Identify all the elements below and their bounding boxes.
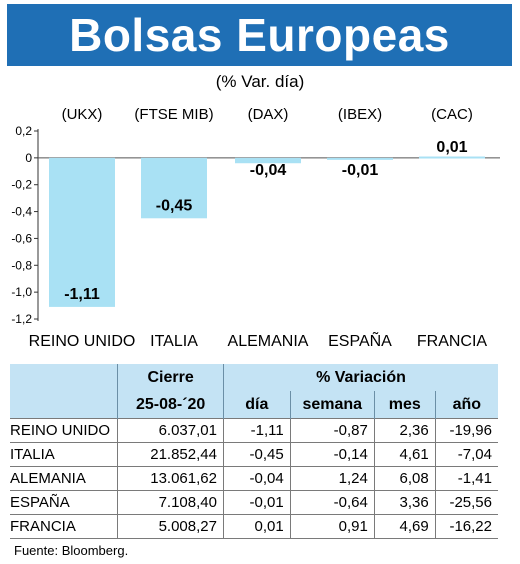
- y-tick-label: -0,4: [11, 205, 32, 219]
- data-label: -0,45: [156, 197, 193, 214]
- index-label: (DAX): [248, 106, 289, 123]
- row-semana: 0,91: [289, 514, 375, 539]
- chart-title: Bolsas Europeas: [69, 9, 450, 61]
- row-semana: -0,64: [289, 490, 375, 515]
- row-name: REINO UNIDO: [10, 418, 118, 443]
- category-label: FRANCIA: [417, 333, 488, 350]
- category-label: REINO UNIDO: [29, 333, 136, 350]
- y-tick-label: -1,0: [11, 285, 32, 299]
- row-dia: -0,01: [222, 490, 291, 515]
- index-label: (CAC): [431, 106, 473, 123]
- row-dia: -0,04: [222, 466, 291, 491]
- header-ano: año: [434, 391, 498, 419]
- row-ano: -16,22: [434, 514, 498, 539]
- data-label: 0,01: [436, 139, 467, 156]
- header-date: 25-08-´20: [117, 391, 224, 419]
- row-name: ALEMANIA: [10, 466, 118, 491]
- title-banner: Bolsas Europeas: [7, 4, 512, 66]
- row-name: ITALIA: [10, 442, 118, 467]
- data-label: -0,01: [342, 162, 379, 179]
- row-cierre: 13.061,62: [117, 466, 224, 491]
- stock-table: Cierre % Variación 25-08-´20 día semana …: [10, 364, 498, 539]
- row-cierre: 5.008,27: [117, 514, 224, 539]
- row-ano: -1,41: [434, 466, 498, 491]
- row-semana: -0,87: [289, 418, 375, 443]
- y-tick-label: -0,6: [11, 231, 32, 245]
- category-label: ALEMANIA: [228, 333, 309, 350]
- row-name: FRANCIA: [10, 514, 118, 539]
- row-ano: -7,04: [434, 442, 498, 467]
- row-name: ESPAÑA: [10, 490, 118, 515]
- row-mes: 4,69: [373, 514, 436, 539]
- category-label: ESPAÑA: [328, 330, 392, 350]
- index-label: (IBEX): [338, 106, 382, 123]
- category-label: ITALIA: [150, 333, 198, 350]
- chart-subtitle: (% Var. día): [215, 72, 305, 91]
- row-cierre: 21.852,44: [117, 442, 224, 467]
- header-blank: [10, 364, 118, 391]
- row-semana: -0,14: [289, 442, 375, 467]
- header-dia: día: [222, 391, 291, 419]
- bar-chart: 0,2 0 -0,2 -0,4 -0,6 -0,8 -1,0 -1,2 (UKX) -1,11 RE…: [11, 106, 500, 350]
- row-cierre: 6.037,01: [117, 418, 224, 443]
- bar: [419, 156, 485, 159]
- row-mes: 2,36: [373, 418, 436, 443]
- row-mes: 4,61: [373, 442, 436, 467]
- header-variacion: % Variación: [222, 364, 498, 391]
- table-row: ESPAÑA 7.108,40 -0,01 -0,64 3,36 -25,56: [10, 490, 498, 515]
- bar: [141, 157, 207, 219]
- index-label: (FTSE MIB): [134, 106, 213, 123]
- bar: [235, 157, 301, 164]
- row-dia: -0,45: [222, 442, 291, 467]
- data-label: -1,11: [64, 286, 100, 303]
- source-note: Fuente: Bloomberg.: [14, 543, 129, 558]
- bar: [49, 157, 115, 307]
- header-mes: mes: [373, 391, 436, 419]
- y-tick-label: -0,2: [11, 178, 32, 192]
- table-row: FRANCIA 5.008,27 0,01 0,91 4,69 -16,22: [10, 514, 498, 539]
- row-mes: 6,08: [373, 466, 436, 491]
- header-cierre: Cierre: [117, 364, 224, 391]
- row-dia: -1,11: [222, 418, 291, 443]
- y-tick-label: 0,2: [15, 124, 32, 138]
- y-tick-label: -0,8: [11, 258, 32, 272]
- row-mes: 3,36: [373, 490, 436, 515]
- table-row: ITALIA 21.852,44 -0,45 -0,14 4,61 -7,04: [10, 442, 498, 467]
- row-semana: 1,24: [289, 466, 375, 491]
- table-row: REINO UNIDO 6.037,01 -1,11 -0,87 2,36 -1…: [10, 418, 498, 443]
- y-tick-label: 0: [25, 151, 32, 165]
- index-label: (UKX): [62, 106, 103, 123]
- bar: [327, 157, 393, 160]
- row-cierre: 7.108,40: [117, 490, 224, 515]
- y-tick-label: -1,2: [11, 312, 32, 326]
- row-ano: -25,56: [434, 490, 498, 515]
- header-semana: semana: [289, 391, 375, 419]
- stock-table-container: Cierre % Variación 25-08-´20 día semana …: [10, 364, 498, 539]
- row-ano: -19,96: [434, 418, 498, 443]
- header-blank-2: [10, 391, 118, 419]
- row-dia: 0,01: [222, 514, 291, 539]
- table-row: ALEMANIA 13.061,62 -0,04 1,24 6,08 -1,41: [10, 466, 498, 491]
- data-label: -0,04: [250, 162, 287, 179]
